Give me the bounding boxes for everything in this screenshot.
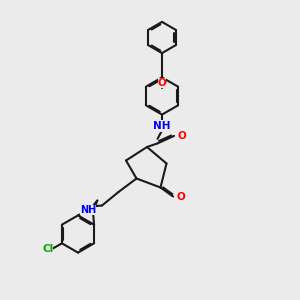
Text: Cl: Cl — [42, 244, 53, 254]
Text: NH: NH — [80, 205, 96, 215]
Text: O: O — [158, 77, 166, 88]
Text: O: O — [178, 131, 186, 141]
Text: O: O — [176, 192, 185, 202]
Text: O: O — [158, 77, 166, 88]
Text: NH: NH — [153, 121, 171, 131]
